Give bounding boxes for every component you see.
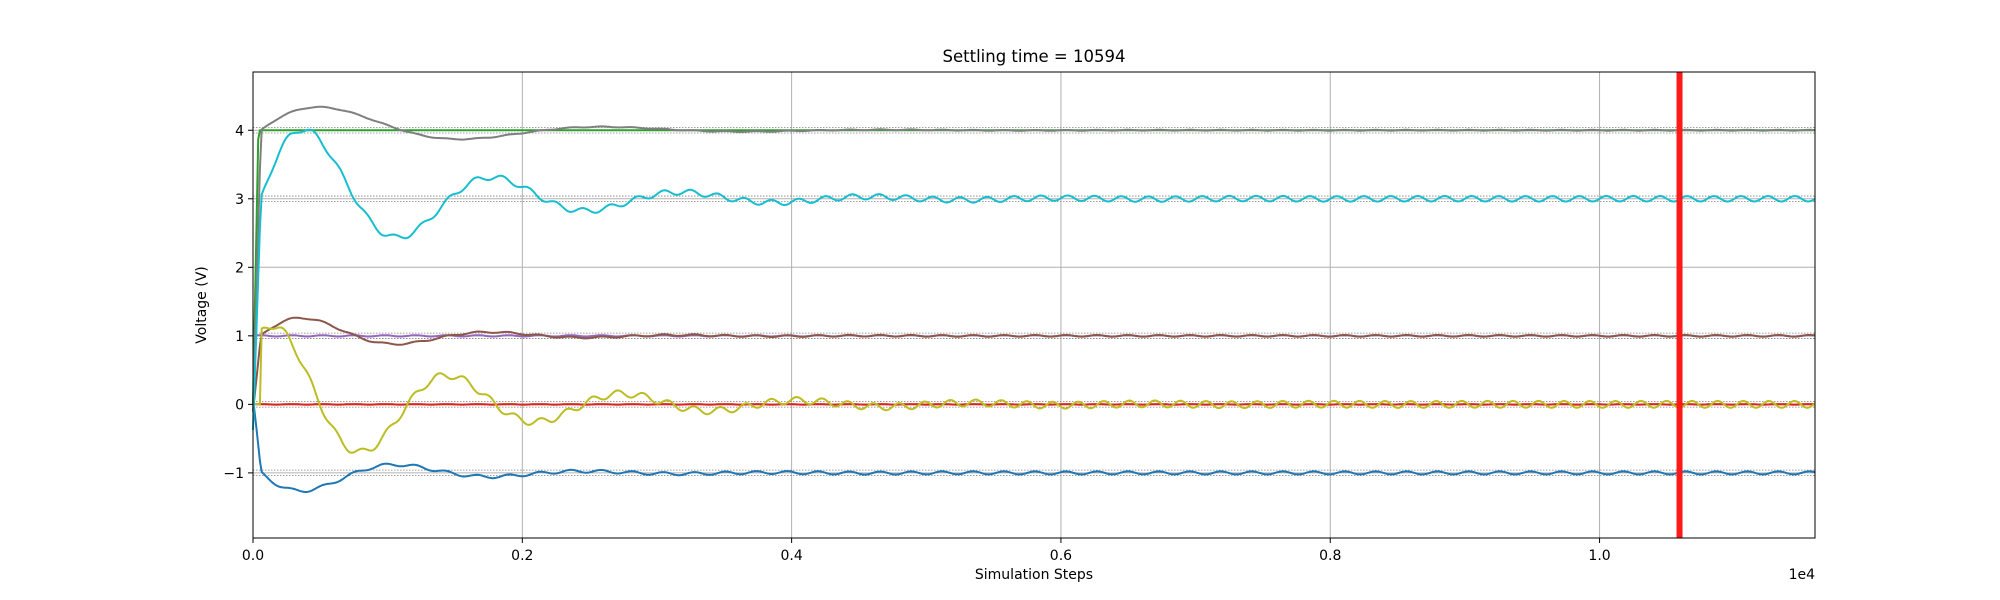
tolerance-reference-lines: [253, 127, 1815, 477]
series-line: [252, 316, 1816, 412]
y-tick-label: 2: [235, 260, 244, 276]
y-tick-label: 3: [235, 192, 244, 208]
x-tick-label: 0.4: [780, 548, 802, 564]
x-tick-label: 0.0: [242, 548, 264, 564]
plot-frame: [252, 71, 1816, 539]
y-tick-label: −1: [223, 466, 244, 482]
series-line: [252, 396, 1816, 493]
series-line: [252, 105, 1816, 412]
y-axis-label: Voltage (V): [194, 266, 210, 343]
chart-title: Settling time = 10594: [943, 47, 1126, 66]
x-axis-offset-label: 1e4: [1789, 567, 1816, 583]
series-line: [253, 326, 1816, 454]
x-tick-label: 0.2: [511, 548, 533, 564]
axis-ticks: 0.0 0.2 0.4 0.6 0.8 1.0 −1 0 1 2 3 4: [223, 123, 1610, 564]
x-tick-label: 0.8: [1319, 548, 1341, 564]
series-line: [252, 128, 1816, 430]
y-tick-label: 4: [235, 123, 244, 139]
x-axis-label: Simulation Steps: [975, 567, 1093, 583]
series-lines: [252, 105, 1816, 493]
y-tick-label: 1: [235, 329, 244, 345]
x-tick-label: 0.6: [1050, 548, 1072, 564]
x-tick-label: 1.0: [1588, 548, 1610, 564]
y-tick-label: 0: [235, 397, 244, 413]
